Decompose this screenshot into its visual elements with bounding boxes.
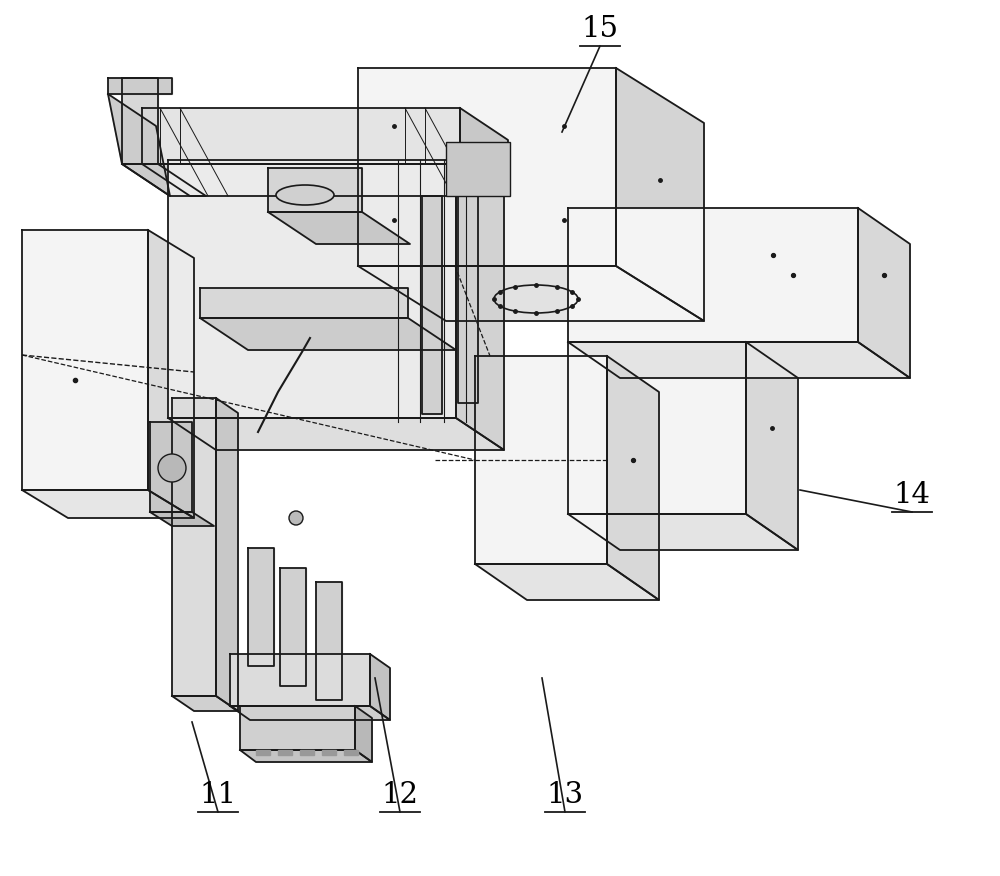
Bar [446,142,510,196]
Polygon shape [172,398,216,696]
Bar [278,750,292,755]
Polygon shape [268,168,362,212]
Polygon shape [858,208,910,378]
Polygon shape [230,654,370,706]
Polygon shape [568,342,910,378]
Circle shape [158,454,186,482]
Polygon shape [148,230,194,518]
Polygon shape [200,288,408,318]
Text: 15: 15 [582,15,618,43]
Polygon shape [248,548,274,666]
Polygon shape [168,418,504,450]
Polygon shape [230,706,390,720]
Polygon shape [122,164,206,196]
Bar [256,750,270,755]
Polygon shape [280,568,306,686]
Text: 13: 13 [546,781,584,809]
Polygon shape [370,654,390,720]
Polygon shape [240,706,355,750]
Polygon shape [607,356,659,600]
Polygon shape [355,706,372,762]
Polygon shape [22,490,194,518]
Polygon shape [216,398,238,711]
Polygon shape [568,342,746,514]
Polygon shape [458,185,478,403]
Polygon shape [108,78,172,94]
Polygon shape [460,108,508,196]
Polygon shape [172,696,238,711]
Polygon shape [456,160,504,450]
Polygon shape [358,266,704,321]
Polygon shape [316,582,342,700]
Text: 11: 11 [200,781,237,809]
Polygon shape [150,512,214,526]
Polygon shape [746,342,798,550]
Text: 14: 14 [894,481,930,509]
Ellipse shape [276,185,334,205]
Polygon shape [568,514,798,550]
Bar [300,750,314,755]
Polygon shape [422,196,442,414]
Polygon shape [22,230,148,490]
Text: 12: 12 [382,781,418,809]
Polygon shape [150,422,192,512]
Polygon shape [200,318,456,350]
Polygon shape [568,208,858,342]
Polygon shape [475,356,607,564]
Polygon shape [108,94,170,196]
Polygon shape [240,750,372,762]
Polygon shape [122,78,158,164]
Circle shape [289,511,303,525]
Bar [344,750,358,755]
Polygon shape [475,564,659,600]
Polygon shape [142,164,508,196]
Polygon shape [168,160,456,418]
Polygon shape [358,68,616,266]
Polygon shape [142,108,460,164]
Polygon shape [268,212,410,244]
Bar [322,750,336,755]
Polygon shape [616,68,704,321]
